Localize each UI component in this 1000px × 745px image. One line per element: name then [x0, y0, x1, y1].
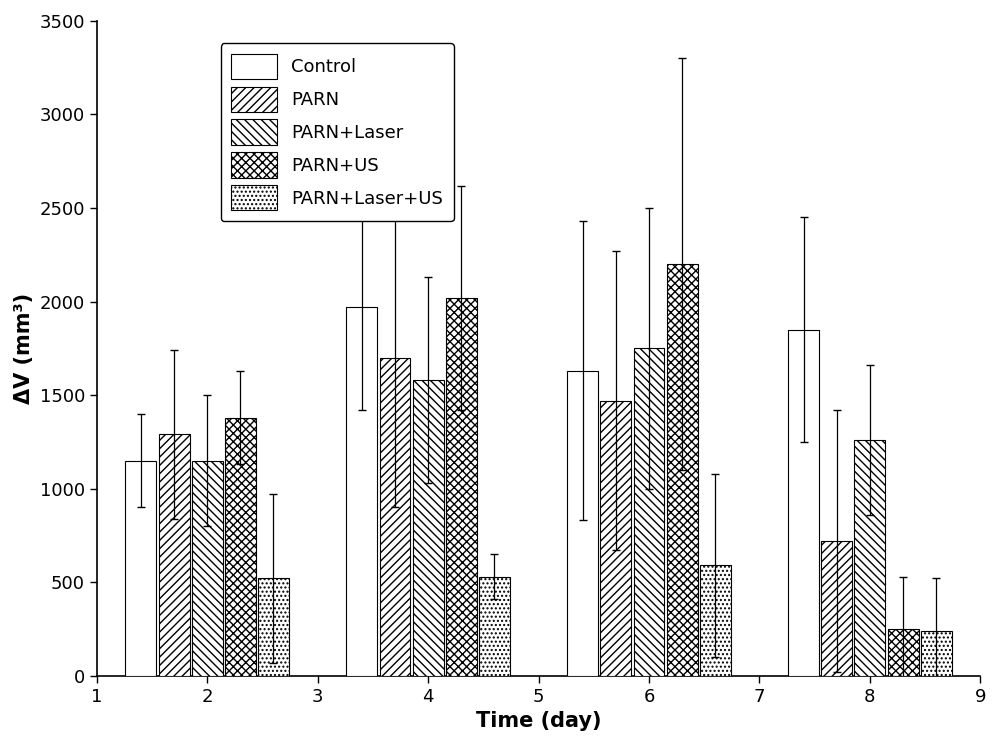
Bar	[921, 631, 952, 676]
Bar	[700, 565, 731, 676]
Bar	[888, 629, 919, 676]
Y-axis label: ΔV (mm³): ΔV (mm³)	[14, 293, 34, 404]
Bar	[125, 460, 156, 676]
Bar	[346, 307, 377, 676]
Bar	[258, 578, 289, 676]
Bar	[225, 417, 256, 676]
Bar	[479, 577, 510, 676]
Bar	[413, 380, 444, 676]
Bar	[192, 460, 223, 676]
Bar	[821, 541, 852, 676]
Bar	[854, 440, 885, 676]
Bar	[159, 434, 190, 676]
Bar	[567, 371, 598, 676]
Bar	[446, 298, 477, 676]
X-axis label: Time (day): Time (day)	[476, 711, 601, 731]
Bar	[667, 264, 698, 676]
Bar	[788, 329, 819, 676]
Legend: Control, PARN, PARN+Laser, PARN+US, PARN+Laser+US: Control, PARN, PARN+Laser, PARN+US, PARN…	[221, 43, 454, 221]
Bar	[634, 349, 664, 676]
Bar	[380, 358, 410, 676]
Bar	[600, 401, 631, 676]
